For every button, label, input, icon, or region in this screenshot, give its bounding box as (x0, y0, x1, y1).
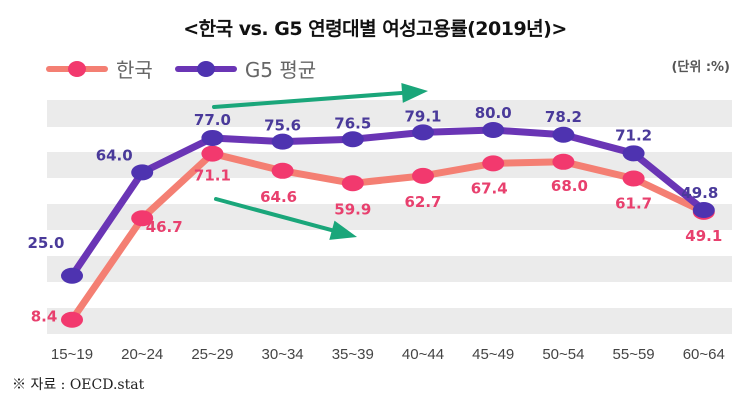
data-label-g5: 78.2 (545, 108, 582, 126)
data-point-g5 (482, 122, 505, 138)
data-point-g5 (61, 267, 83, 284)
data-label-g5: 25.0 (27, 234, 64, 252)
data-label-g5: 77.0 (194, 111, 231, 129)
data-label-g5: 49.8 (681, 184, 718, 202)
data-point-g5 (271, 133, 294, 150)
data-point-g5 (131, 164, 154, 181)
series-line-korea (68, 150, 708, 324)
data-label-g5: 71.2 (615, 126, 652, 144)
data-label-g5: 75.6 (264, 117, 301, 135)
x-tick-label: 15~19 (51, 346, 93, 363)
data-label-korea: 46.7 (146, 218, 183, 236)
data-label-korea: 67.4 (471, 179, 508, 197)
legend-swatch-g5 (174, 60, 237, 78)
data-point-g5 (552, 126, 575, 143)
data-point-korea (201, 145, 224, 162)
data-label-korea: 64.6 (260, 188, 297, 206)
data-point-korea (271, 162, 294, 179)
x-tick-label: 55~59 (613, 346, 655, 363)
legend-item-korea: 한국 (46, 54, 153, 83)
data-point-korea (61, 311, 83, 328)
data-point-g5 (341, 131, 364, 148)
x-tick-label: 50~54 (542, 346, 584, 363)
data-point-korea (622, 170, 645, 187)
legend-label-g5: G5 평균 (244, 58, 317, 82)
data-label-korea: 61.7 (615, 194, 652, 212)
x-tick-label: 60~64 (683, 346, 725, 363)
data-label-korea: 49.1 (685, 227, 722, 245)
unit-label: (단위 :%) (671, 60, 730, 75)
x-tick-label: 40~44 (402, 346, 444, 363)
data-point-korea (412, 167, 434, 184)
data-point-g5 (692, 202, 715, 219)
data-point-g5 (412, 124, 434, 141)
data-label-korea: 62.7 (404, 193, 441, 211)
grid-band (47, 100, 732, 127)
data-label-korea: 8.4 (31, 308, 58, 326)
x-tick-label: 20~24 (121, 346, 163, 363)
data-label-g5: 64.0 (96, 146, 133, 164)
legend-swatch-korea (46, 60, 108, 78)
data-label-korea: 71.1 (194, 167, 231, 185)
trend-arrow-down-icon (214, 197, 357, 240)
chart-title: <한국 vs. G5 연령대별 여성고용률(2019년)> (183, 18, 567, 40)
data-point-korea (482, 155, 505, 172)
grid-band (47, 204, 732, 230)
legend-item-g5: G5 평균 (174, 54, 317, 83)
data-point-korea (131, 210, 154, 227)
data-point-g5 (622, 145, 645, 162)
data-point-korea (341, 175, 364, 192)
data-label-korea: 68.0 (551, 177, 588, 195)
legend: 한국 G5 평균 (46, 54, 338, 83)
x-tick-label: 30~34 (262, 346, 304, 363)
data-point-g5 (201, 129, 224, 146)
x-tick-label: 45~49 (472, 346, 514, 363)
x-tick-label: 25~29 (191, 346, 233, 363)
data-label-g5: 79.1 (404, 107, 441, 125)
trend-arrow-up-icon (212, 82, 428, 109)
data-label-g5: 76.5 (334, 114, 371, 132)
source-note: ※ 자료 : OECD.stat (12, 377, 145, 393)
data-point-korea (552, 153, 575, 170)
x-tick-label: 35~39 (332, 346, 374, 363)
legend-label-korea: 한국 (116, 58, 153, 82)
grid-band (47, 308, 732, 334)
data-label-g5: 80.0 (475, 104, 512, 122)
grid-band (47, 256, 732, 282)
series-line-g5 (68, 126, 708, 280)
data-label-korea: 59.9 (334, 200, 371, 218)
